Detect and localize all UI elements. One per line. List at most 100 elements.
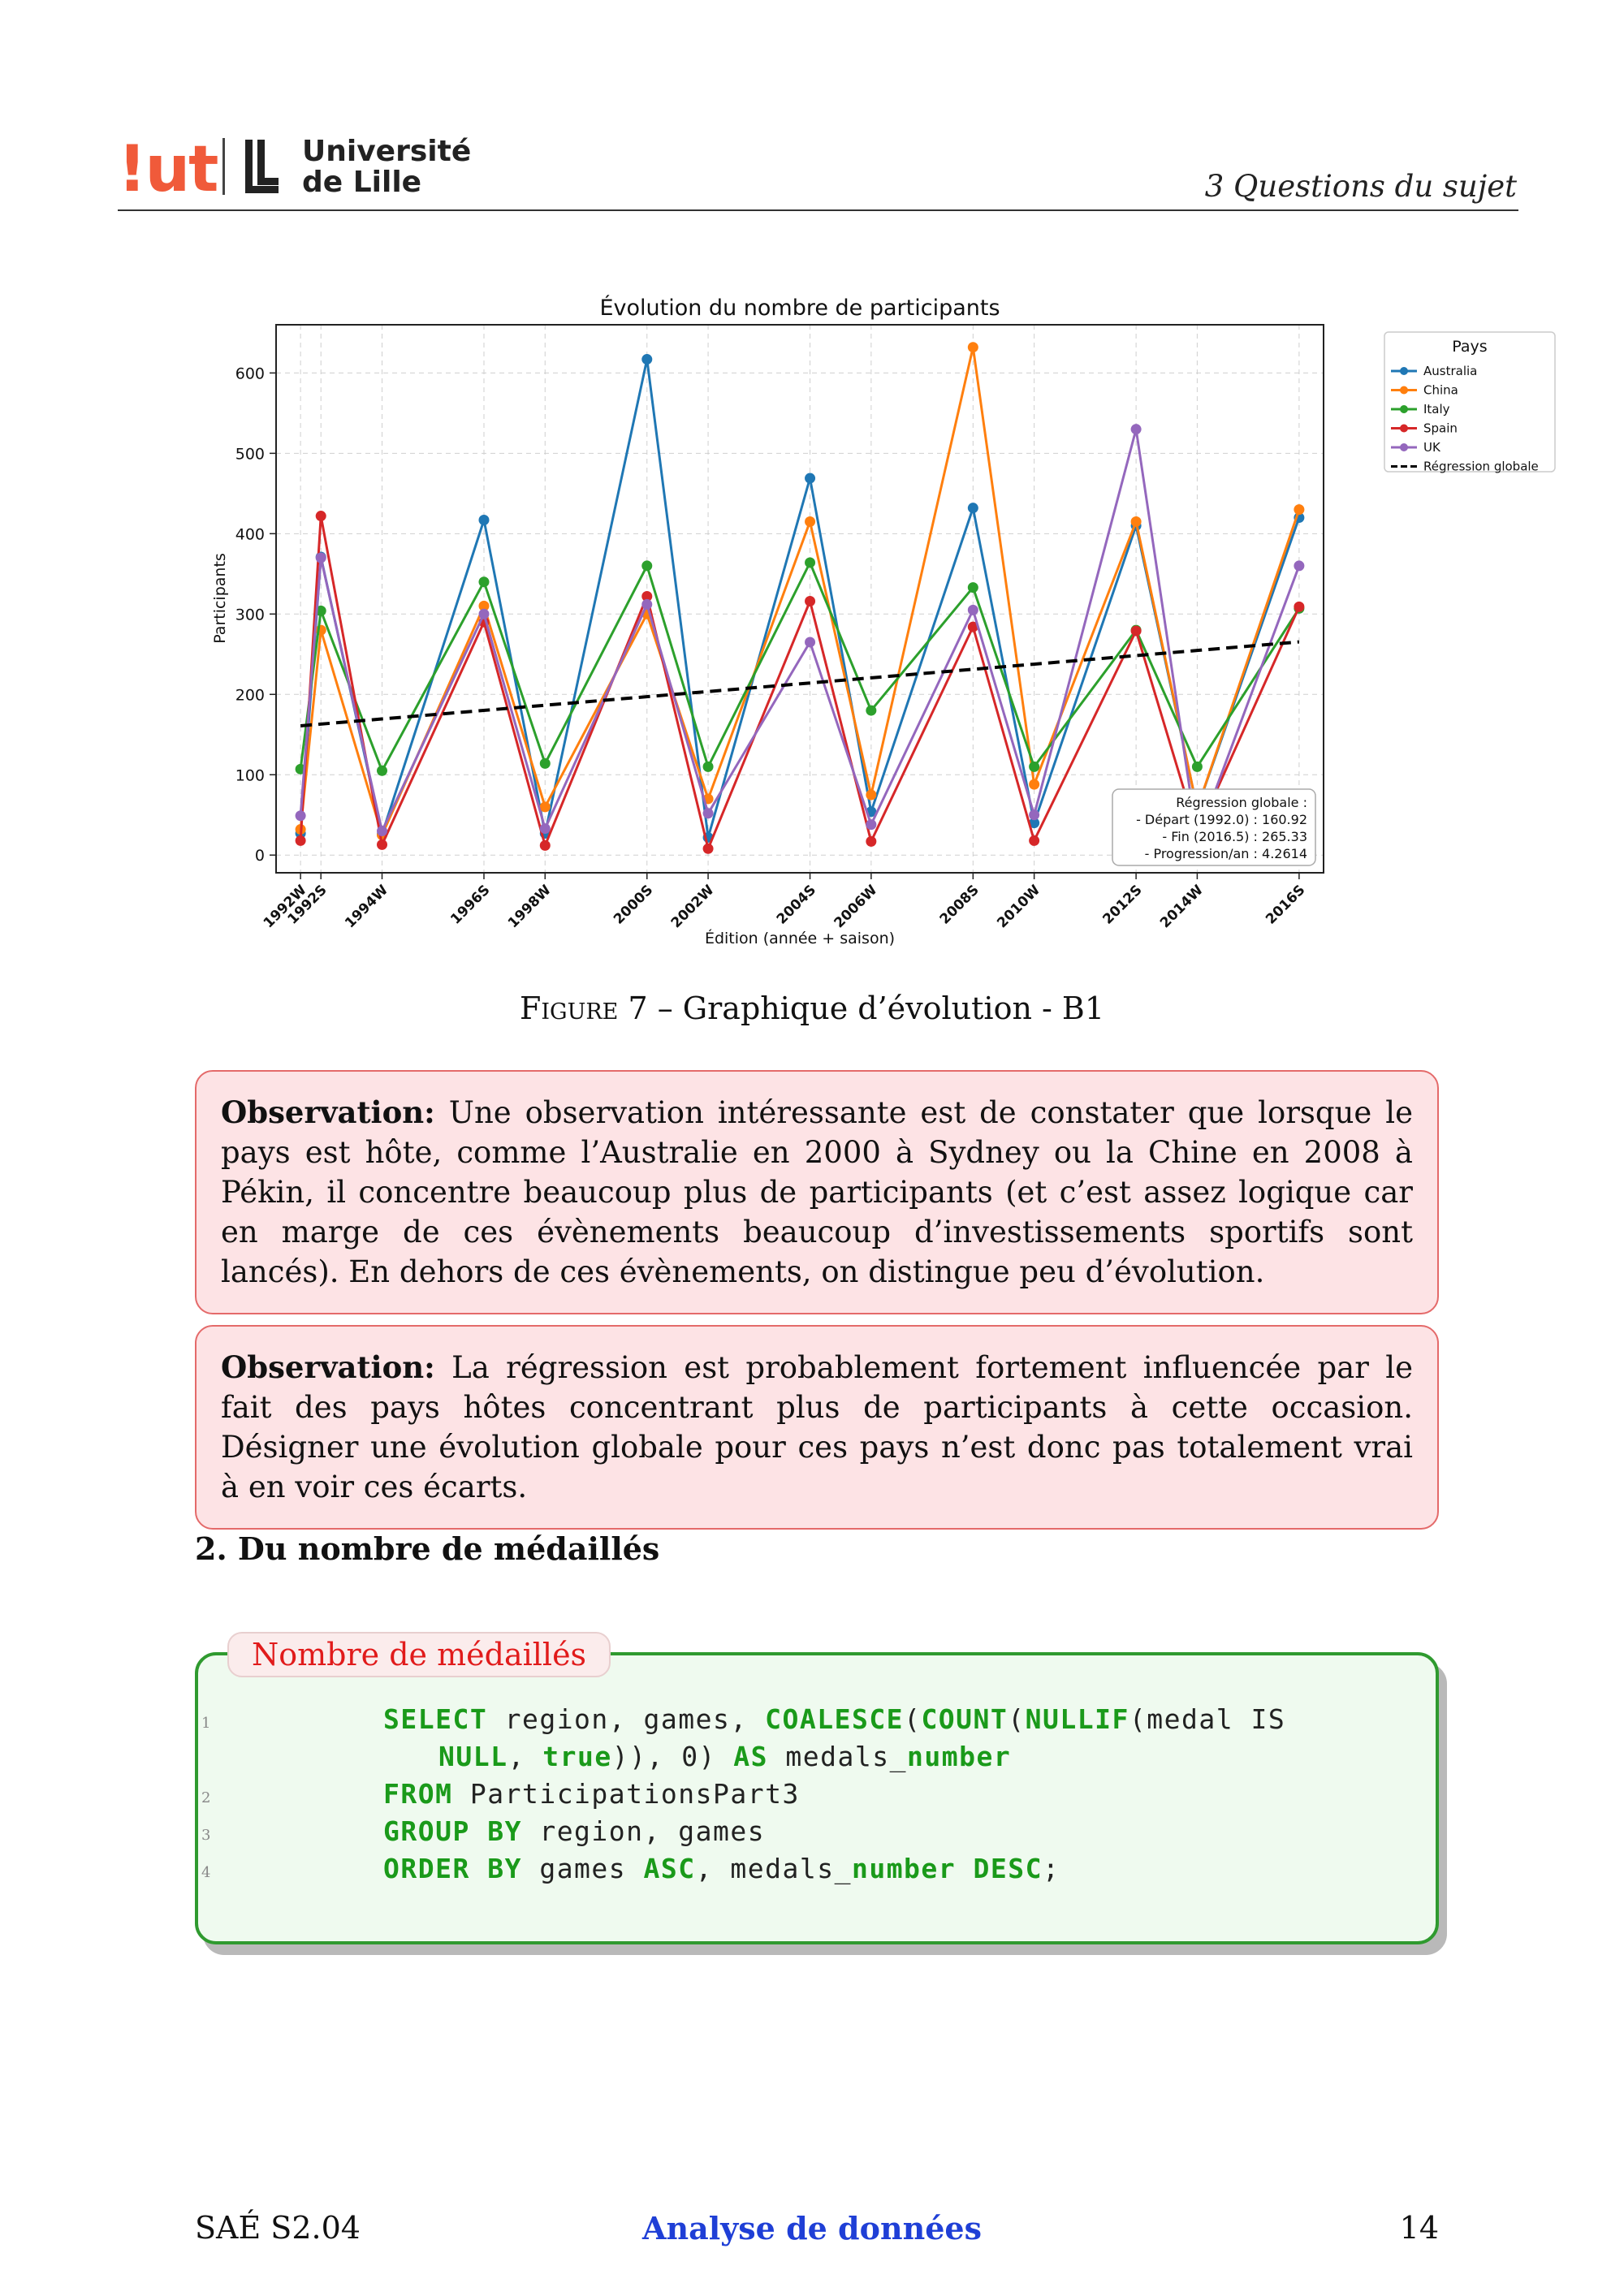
data-point-china — [1130, 516, 1142, 527]
y-axis: 0 100 200 300 400 500 600 — [235, 365, 276, 865]
chart-series — [295, 342, 1305, 854]
running-header-section: 3 Questions du sujet — [1204, 169, 1517, 204]
data-point-italy — [1029, 761, 1040, 772]
data-point-uk — [967, 604, 978, 615]
header-rule — [118, 209, 1518, 211]
x-tick-label: 2006W — [831, 882, 881, 931]
legend-label: UK — [1423, 440, 1441, 455]
legend-label: Spain — [1423, 421, 1458, 436]
code-line-2: FROM ParticipationsPart3 — [383, 1778, 800, 1810]
data-point-china — [1294, 504, 1305, 516]
x-tick-label: 1996S — [447, 882, 493, 927]
observation-box-1: Observation: Une observation intéressant… — [195, 1070, 1439, 1314]
code-line-number: 1 — [201, 1715, 211, 1732]
annotation-frame — [1112, 788, 1316, 866]
chart-legend: Pays Australia China Italy Spain UK Régression… — [1384, 331, 1556, 474]
series-line-italy — [299, 561, 1301, 772]
code-listing-title: Nombre de médaillés — [227, 1632, 611, 1677]
universite-lille-logo-mark — [245, 140, 279, 193]
x-tick-label: 2004S — [774, 882, 819, 927]
data-point-italy — [539, 757, 551, 769]
data-point-china — [805, 516, 816, 527]
data-point-uk — [478, 608, 490, 619]
x-tick-label: 1998W — [505, 882, 555, 931]
code-line-number: 4 — [201, 1864, 211, 1881]
data-point-spain — [866, 835, 877, 847]
data-point-spain — [1294, 601, 1305, 612]
regression-annotation: Régression globale : - Départ (1992.0) : … — [1112, 788, 1316, 866]
observation-label: Observation: — [221, 1349, 435, 1385]
data-point-uk — [315, 552, 326, 563]
data-point-uk — [866, 819, 877, 831]
annotation-line: - Fin (2016.5) : 265.33 — [1162, 829, 1307, 844]
code-line-1-cont: NULL, true)), 0) AS medals_number — [438, 1741, 1012, 1772]
data-point-italy — [377, 765, 388, 776]
data-point-spain — [967, 621, 978, 632]
data-point-spain — [1130, 625, 1142, 637]
x-tick-label: 1994W — [342, 882, 391, 931]
data-point-australia — [967, 503, 978, 514]
y-tick-label: 400 — [235, 525, 265, 543]
code-line-number: 3 — [201, 1827, 211, 1844]
data-point-australia — [1029, 818, 1040, 829]
figure-label: Figure 7 — [519, 990, 648, 1026]
data-point-china — [866, 789, 877, 801]
chart-xlabel: Édition (année + saison) — [705, 929, 895, 947]
data-point-uk — [805, 637, 816, 648]
code-line-4: ORDER BY games ASC, medals_number DESC; — [383, 1853, 1060, 1884]
logo-text-line2: de Lille — [302, 166, 422, 199]
data-point-italy — [478, 576, 490, 588]
data-point-australia — [641, 354, 653, 365]
data-point-spain — [641, 591, 653, 602]
data-point-australia — [805, 473, 816, 484]
series-line-australia — [299, 358, 1301, 839]
chart-ylabel: Participants — [211, 553, 229, 644]
logo-text-line1: Université — [302, 135, 472, 168]
legend-marker — [1400, 424, 1408, 433]
series-line-spain — [299, 515, 1301, 850]
legend-marker — [1400, 367, 1408, 375]
code-line-1: SELECT region, games, COALESCE(COUNT(NUL… — [383, 1703, 1286, 1735]
data-point-italy — [315, 605, 326, 616]
legend-label: Italy — [1423, 402, 1450, 416]
page-number: 14 — [1399, 2210, 1439, 2246]
legend-label: Australia — [1423, 364, 1477, 378]
chart-title: Évolution du nombre de participants — [599, 295, 1000, 321]
iut-logo: !ut — [118, 133, 218, 206]
plot-area-frame — [275, 324, 1324, 874]
annotation-line: - Départ (1992.0) : 160.92 — [1136, 812, 1307, 827]
data-point-uk — [539, 823, 551, 835]
legend-label: China — [1423, 383, 1458, 398]
data-point-spain — [805, 595, 816, 606]
data-point-italy — [641, 560, 653, 572]
legend-label: Régression globale — [1423, 460, 1539, 474]
observation-text: La régression est probablement fortement… — [221, 1350, 1413, 1504]
code-line-number: 2 — [201, 1789, 211, 1806]
data-point-china — [1029, 779, 1040, 790]
data-point-italy — [1191, 761, 1203, 772]
legend-title: Pays — [1452, 338, 1487, 356]
data-point-uk — [1029, 809, 1040, 821]
annotation-line: Régression globale : — [1176, 795, 1307, 810]
x-tick-label: 2000S — [611, 882, 656, 927]
data-point-italy — [805, 557, 816, 568]
y-tick-label: 200 — [235, 686, 265, 704]
data-point-spain — [1029, 835, 1040, 846]
legend-frame — [1384, 331, 1556, 473]
x-tick-label: 2002W — [668, 882, 718, 931]
x-tick-label: 2016S — [1263, 882, 1308, 927]
data-point-spain — [295, 835, 306, 846]
x-tick-label: 2008S — [937, 882, 983, 927]
annotation-line: - Progression/an : 4.2614 — [1145, 846, 1307, 861]
data-point-uk — [295, 810, 306, 822]
legend-marker — [1400, 386, 1408, 395]
y-tick-label: 0 — [255, 847, 265, 865]
data-point-uk — [641, 598, 653, 610]
y-tick-label: 100 — [235, 766, 265, 784]
observation-label: Observation: — [221, 1094, 435, 1130]
logo-separator — [222, 138, 225, 195]
observation-box-2: Observation: La régression est probablem… — [195, 1325, 1439, 1530]
legend-marker — [1400, 405, 1408, 413]
x-tick-label: 2010W — [994, 882, 1043, 931]
